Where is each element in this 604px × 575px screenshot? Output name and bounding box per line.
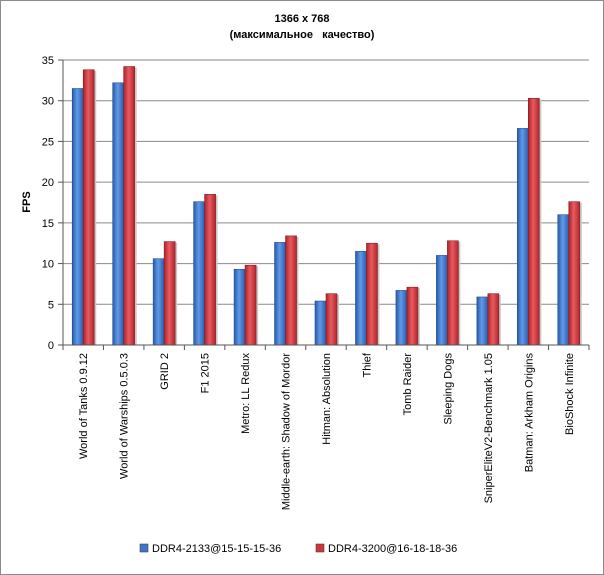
legend: DDR4-2133@15-15-15-36 DDR4-3200@16-18-18-…: [139, 543, 457, 555]
x-category-labels: World of Tanks 0.9.12 World of Warships 0…: [78, 352, 576, 510]
x-category-label: Tomb Raider: [402, 353, 414, 416]
x-category-label: BioShock Infinite: [564, 353, 576, 435]
x-category-label: Sleeping Dogs: [442, 353, 454, 425]
x-category-label: Metro: LL Redux: [240, 353, 252, 434]
bar-ddr4-2133: [71, 88, 84, 346]
bar-ddr4-2133: [436, 255, 448, 346]
bar-ddr4-3200: [325, 293, 338, 346]
y-tick-label: 10: [42, 259, 54, 271]
y-tick-label: 35: [42, 55, 54, 67]
bar-ddr4-3200: [82, 69, 95, 346]
y-tick-label: 15: [42, 218, 54, 230]
y-tick-label: 5: [48, 299, 54, 311]
bars-group: [71, 66, 582, 346]
bar-ddr4-3200: [163, 241, 176, 346]
bar-ddr4-2133: [274, 242, 286, 346]
bar-ddr4-2133: [193, 201, 205, 346]
legend-swatch: [139, 543, 149, 553]
bar-ddr4-2133: [355, 251, 367, 346]
x-category-label: World of Tanks 0.9.12: [78, 353, 90, 459]
legend-swatch: [315, 543, 325, 553]
bar-ddr4-3200: [244, 264, 257, 346]
bar-ddr4-3200: [487, 293, 500, 346]
bar-ddr4-2133: [233, 268, 246, 346]
axes: [58, 59, 590, 350]
y-axis-label: FPS: [21, 191, 33, 212]
x-category-label: Thief: [361, 352, 373, 377]
x-category-label: F1 2015: [200, 353, 212, 393]
y-tick-label: 0: [48, 340, 54, 352]
bar-ddr4-2133: [557, 214, 570, 346]
x-category-label: GRID 2: [159, 353, 171, 390]
bar-ddr4-3200: [204, 194, 216, 346]
bar-ddr4-3200: [568, 201, 581, 346]
bar-ddr4-3200: [528, 97, 540, 346]
bar-ddr4-2133: [152, 258, 165, 346]
bar-ddr4-2133: [112, 82, 124, 346]
gridlines: [63, 59, 589, 305]
chart-title: 1366 x 768: [274, 13, 329, 25]
legend-label: DDR4-3200@16-18-18-36: [328, 543, 457, 555]
y-tick-label: 30: [42, 96, 54, 108]
bar-ddr4-2133: [476, 296, 489, 346]
x-category-label: Middle-earth: Shadow of Mordor: [281, 353, 293, 510]
bar-ddr4-3200: [366, 242, 378, 346]
bar-ddr4-2133: [314, 300, 327, 346]
legend-label: DDR4-2133@15-15-15-36: [152, 543, 281, 555]
bar-ddr4-3200: [447, 240, 459, 346]
y-tick-label: 20: [42, 177, 54, 189]
bar-ddr4-3200: [123, 66, 135, 346]
y-tick-labels: 0 5 10 15 20 25 30 35: [42, 55, 54, 352]
x-category-label: World of Warships 0.5.0.3: [119, 353, 131, 479]
bar-ddr4-3200: [406, 286, 419, 346]
y-tick-label: 25: [42, 136, 54, 148]
x-category-label: SniperEliteV2-Benchmark 1.05: [483, 353, 495, 503]
x-category-label: Batman: Arkham Origins: [523, 353, 535, 473]
chart-subtitle: (максимальное качество): [230, 29, 375, 41]
bar-ddr4-3200: [285, 235, 297, 346]
x-category-label: Hitman: Absolution: [321, 353, 333, 445]
bar-ddr4-2133: [395, 290, 408, 346]
bar-ddr4-2133: [517, 128, 529, 346]
